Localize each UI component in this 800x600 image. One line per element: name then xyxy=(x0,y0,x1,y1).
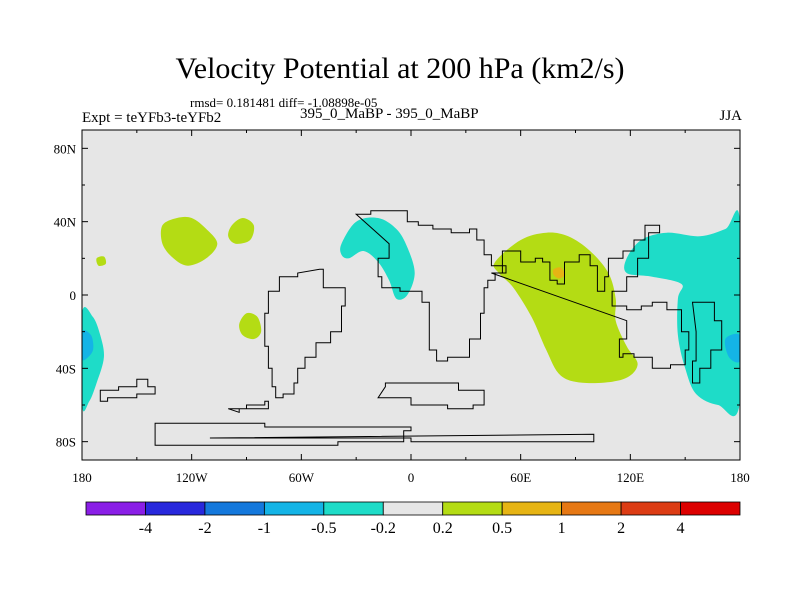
colorbar-swatch-3 xyxy=(204,501,265,516)
region-pacific-east-core xyxy=(82,330,94,361)
colorbar-label: 0.5 xyxy=(492,520,512,537)
x-axis: 180 120W 60W 0 60E 120E 180 xyxy=(72,130,750,485)
x-tick-label: 60E xyxy=(510,470,531,485)
region-pacific-small-positive xyxy=(228,218,255,244)
colorbar-label: -1 xyxy=(258,520,271,537)
region-atlantic-negative xyxy=(340,217,415,300)
colorbar-label: 1 xyxy=(558,520,566,537)
coastline-7 xyxy=(491,224,690,369)
x-tick-label: 180 xyxy=(72,470,92,485)
colorbar-swatch-6 xyxy=(382,501,444,516)
case-label: 395_0_MaBP - 395_0_MaBP xyxy=(300,106,479,122)
colorbar-swatch-4 xyxy=(263,501,325,516)
colorbar-label: -4 xyxy=(139,520,152,537)
colorbar-swatch-11 xyxy=(680,501,741,516)
y-tick-label: 40N xyxy=(54,215,77,230)
coastline-1 xyxy=(99,378,156,402)
coastlines xyxy=(99,210,723,446)
colorbar-label: 2 xyxy=(617,520,625,537)
colorbar-swatch-8 xyxy=(501,501,563,516)
colorbar-swatch-10 xyxy=(620,501,681,516)
y-tick-label: 80N xyxy=(54,141,77,156)
coastline-4 xyxy=(354,210,507,362)
colorbar-swatch-5 xyxy=(323,501,384,516)
y-tick-label: 0 xyxy=(70,288,77,303)
colorbar-label: -2 xyxy=(198,520,211,537)
experiment-label: Expt = teYFb3-teYFb2 xyxy=(82,110,222,126)
colorbar-label: -0.2 xyxy=(371,520,396,537)
region-asia-positive xyxy=(493,232,638,384)
colorbar-swatch-2 xyxy=(145,501,206,516)
x-tick-label: 120E xyxy=(617,470,645,485)
coastline-8 xyxy=(691,301,723,384)
x-tick-label: 120W xyxy=(176,470,209,485)
y-tick-label: 80S xyxy=(56,435,76,450)
colorbar-swatch-9 xyxy=(561,501,622,516)
x-tick-label: 0 xyxy=(408,470,415,485)
chart-title: Velocity Potential at 200 hPa (km2/s) xyxy=(175,52,625,85)
colorbar-label: -0.5 xyxy=(311,520,336,537)
region-pacific-west-core xyxy=(724,333,740,363)
coastline-5 xyxy=(377,382,485,410)
season-label: JJA xyxy=(719,108,742,124)
coastline-6 xyxy=(154,422,412,446)
coastline-2 xyxy=(228,400,269,413)
stats-text: rmsd= 0.181481 diff= -1.08898e-05 xyxy=(190,95,378,110)
coastline-9 xyxy=(209,433,595,443)
colorbar-label: 4 xyxy=(677,520,685,537)
colorbar-label: 0.2 xyxy=(433,520,453,537)
region-equatorial-positive xyxy=(239,312,262,340)
region-pacific-tiny-positive xyxy=(96,256,107,267)
y-tick-label: 40S xyxy=(56,361,76,376)
region-asia-max xyxy=(552,267,565,279)
colorbar: -4 -2 -1 -0.5 -0.2 0.2 0.5 1 2 4 xyxy=(85,501,741,537)
region-pacific-north-positive xyxy=(160,216,218,266)
coastline-3 xyxy=(264,268,346,399)
colorbar-swatch-1 xyxy=(85,501,146,516)
y-axis: 80N 40N 0 40S 80S xyxy=(54,141,740,450)
colorbar-swatch-7 xyxy=(442,501,503,516)
x-tick-label: 60W xyxy=(289,470,315,485)
map-background xyxy=(82,130,740,460)
x-tick-label: 180 xyxy=(730,470,750,485)
